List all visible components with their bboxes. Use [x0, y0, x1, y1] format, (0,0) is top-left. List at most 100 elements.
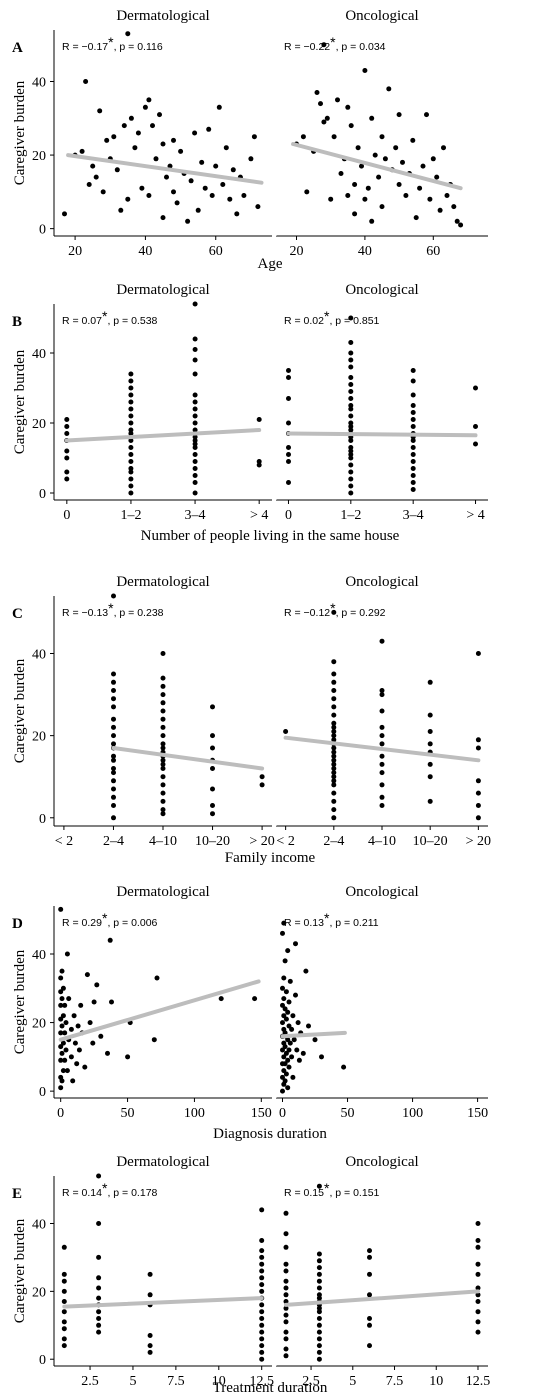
scatter-points [58, 906, 258, 1091]
data-point [300, 1050, 306, 1056]
data-point [379, 724, 385, 730]
panel-letter: D [12, 916, 23, 932]
data-point [331, 766, 337, 771]
panel-letter: A [12, 40, 23, 56]
y-axis-label: Caregiver burden [12, 658, 28, 763]
data-point [78, 1002, 84, 1008]
data-point [427, 774, 433, 780]
data-point [348, 406, 354, 412]
data-point [178, 148, 184, 154]
data-point [59, 996, 65, 1002]
stat-asterisk: * [108, 600, 114, 616]
data-point [160, 692, 166, 698]
x-tick-label: 10 [212, 1374, 226, 1389]
data-point [348, 490, 354, 496]
data-point [283, 1268, 289, 1274]
x-tick-label: 1–2 [120, 508, 141, 523]
data-point [71, 1013, 77, 1019]
data-point [410, 417, 416, 422]
data-point [294, 1047, 300, 1053]
data-point [410, 137, 416, 143]
data-point [192, 413, 198, 419]
data-point [259, 1349, 265, 1355]
data-point [393, 145, 399, 151]
y-axis-label: Caregiver burden [12, 80, 28, 185]
data-point [60, 985, 66, 991]
data-point [285, 1057, 291, 1063]
data-point [427, 761, 433, 767]
data-point [128, 459, 134, 464]
data-point [241, 193, 247, 198]
facet-dermatological: Dermatological R = 0.14*, p = 0.178 0 20 40 2… [32, 1154, 274, 1389]
data-point [280, 1088, 285, 1094]
data-point [111, 741, 116, 747]
data-point [379, 782, 385, 788]
data-point [473, 424, 478, 429]
data-point [59, 1050, 65, 1056]
x-tick-label: < 2 [55, 834, 73, 849]
data-point [160, 683, 166, 689]
data-point [125, 196, 131, 202]
data-point [475, 1221, 481, 1226]
data-point [210, 803, 215, 808]
data-point [128, 466, 134, 471]
stat-p: , p = 0.211 [329, 917, 378, 929]
x-tick-label: 100 [402, 1106, 423, 1121]
data-point [147, 1292, 153, 1298]
data-point [64, 476, 70, 482]
data-point [348, 448, 354, 454]
data-point [60, 1013, 66, 1019]
x-tick-label: 10–20 [195, 834, 230, 849]
data-point [280, 1002, 285, 1008]
stat-p: , p = 0.006 [107, 917, 157, 929]
data-point [286, 396, 291, 401]
data-point [379, 803, 385, 808]
data-point [82, 1064, 88, 1070]
data-point [410, 368, 416, 373]
data-point [96, 1173, 102, 1179]
data-point [227, 196, 233, 202]
data-point [58, 989, 64, 995]
data-point [97, 108, 103, 114]
data-point [58, 1085, 64, 1091]
stat-asterisk: * [108, 34, 114, 50]
data-point [427, 798, 433, 804]
data-point [160, 807, 166, 813]
data-point [348, 476, 354, 482]
y-axis-label: Caregiver burden [12, 349, 28, 454]
facet-oncological: Oncological R = 0.02*, p = 0.851 0 1–2 3–4 > … [275, 282, 488, 523]
data-point [437, 207, 443, 213]
data-point [192, 438, 198, 443]
x-tick-label: 4–10 [368, 834, 396, 849]
data-point [331, 659, 337, 665]
data-point [111, 716, 116, 722]
data-point [259, 1282, 265, 1288]
x-axis-label: Family income [225, 850, 316, 866]
stat-p: , p = 0.116 [114, 41, 163, 53]
data-point [60, 1068, 66, 1074]
data-point [396, 112, 402, 118]
data-point [331, 778, 337, 784]
data-point [121, 123, 127, 129]
data-point [160, 798, 166, 804]
x-tick-label: 2.5 [302, 1374, 320, 1389]
data-point [434, 174, 440, 180]
stat-r: R = −0.13 [62, 607, 108, 619]
data-point [68, 1054, 74, 1060]
data-point [283, 1071, 289, 1077]
data-point [348, 123, 354, 129]
data-point [146, 97, 152, 103]
data-point [281, 1054, 287, 1060]
data-point [283, 1319, 289, 1325]
x-tick-label: 10–20 [413, 834, 448, 849]
data-point [248, 156, 254, 162]
data-point [74, 1061, 80, 1067]
data-point [164, 174, 169, 180]
data-point [289, 1026, 295, 1032]
y-tick-label: 20 [32, 730, 46, 745]
data-point [348, 469, 354, 475]
x-tick-label: 2–4 [103, 834, 124, 849]
data-point [251, 134, 257, 140]
